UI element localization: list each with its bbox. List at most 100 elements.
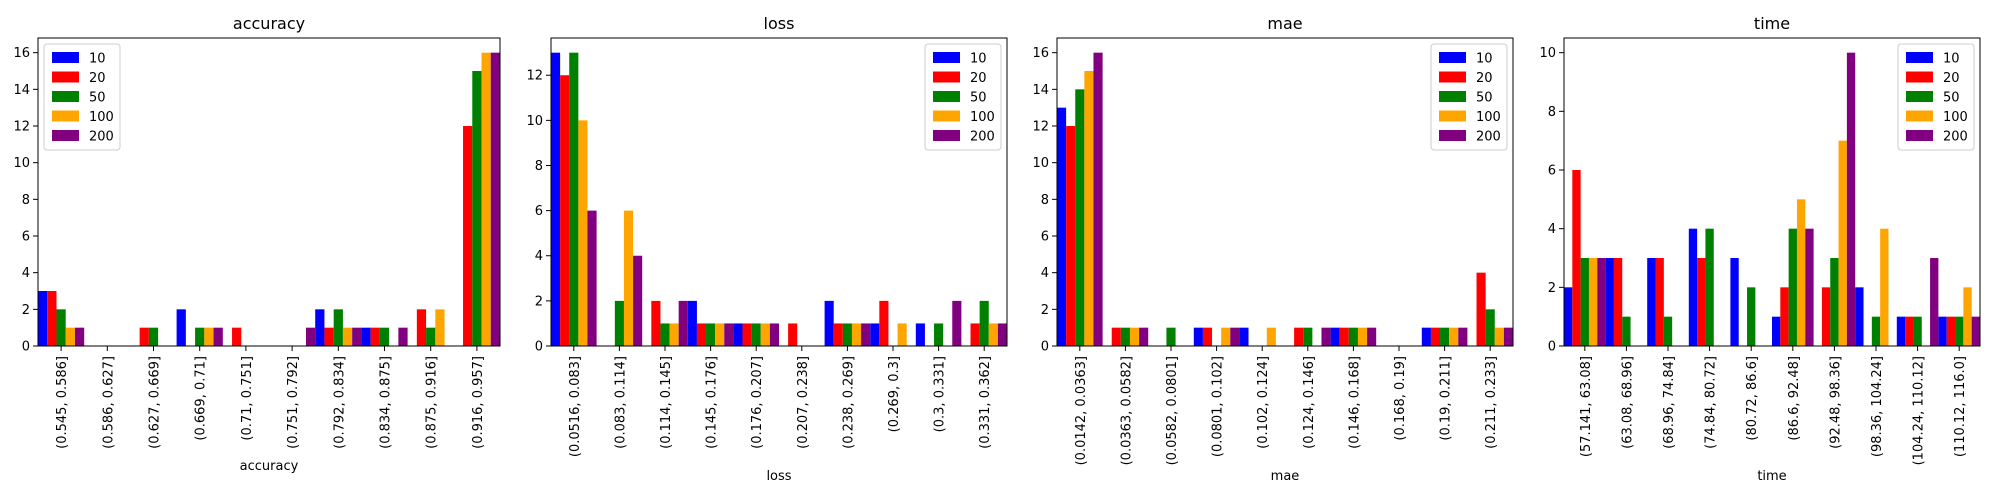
bar-50-7 — [1871, 316, 1881, 346]
x-tick-label: (0.751, 0.792] — [286, 356, 301, 449]
bars — [551, 52, 1007, 347]
legend-swatch-200 — [1439, 130, 1466, 141]
chart-title: mae — [1267, 14, 1302, 33]
bar-10-1 — [1605, 258, 1614, 346]
bar-200-5 — [1805, 228, 1814, 346]
bar-50-4 — [1747, 287, 1756, 346]
legend-swatch-50 — [933, 91, 960, 102]
legend-label-50: 50 — [970, 91, 987, 106]
bar-50-7 — [379, 327, 390, 346]
bar-20-0 — [1572, 170, 1581, 346]
y-tick-label: 2 — [1041, 303, 1049, 318]
y-tick-label: 16 — [13, 46, 30, 61]
bar-20-6 — [1339, 327, 1349, 346]
bar-50-9 — [472, 71, 482, 346]
bar-50-0 — [56, 309, 66, 346]
legend-label-200: 200 — [89, 130, 114, 145]
legend-label-20: 20 — [1943, 71, 1960, 86]
bar-20-4 — [232, 327, 242, 346]
bar-10-6 — [1330, 327, 1340, 346]
bar-50-0 — [569, 52, 579, 347]
bar-100-1 — [623, 210, 634, 346]
x-tick-label: (0.586, 0.627] — [101, 356, 116, 449]
x-tick-label: (0.176, 0.207] — [750, 356, 765, 449]
y-tick-label: 4 — [1041, 266, 1049, 281]
bar-100-9 — [481, 52, 491, 347]
bar-20-6 — [324, 327, 334, 346]
legend-label-200: 200 — [970, 130, 995, 145]
bar-100-3 — [204, 327, 214, 346]
legend-box — [43, 43, 121, 151]
y-tick-label: 16 — [1032, 46, 1049, 61]
legend-label-100: 100 — [89, 110, 114, 125]
legend-label-10: 10 — [1476, 52, 1493, 67]
bar-100-8 — [1449, 327, 1459, 346]
bar-50-8 — [1440, 327, 1450, 346]
bar-10-3 — [1688, 228, 1698, 346]
legend-label-20: 20 — [89, 71, 106, 86]
bar-20-5 — [1780, 287, 1789, 346]
legend: 10 20 50 100 200 — [1897, 43, 1975, 151]
bars — [1057, 52, 1513, 347]
bar-20-1 — [1111, 327, 1121, 346]
bar-100-6 — [851, 323, 862, 346]
bar-200-9 — [1503, 327, 1513, 346]
bar-200-0 — [1093, 52, 1103, 347]
x-axis: (0.545, 0.586] (0.586, 0.627] (0.627, 0.66… — [55, 346, 486, 449]
y-tick-label: 0 — [1041, 340, 1049, 355]
bar-20-6 — [1821, 287, 1831, 346]
bar-20-0 — [560, 75, 570, 346]
bar-50-1 — [614, 300, 624, 346]
x-tick-label: (110.12, 116.0] — [1953, 356, 1968, 457]
bar-20-3 — [696, 323, 707, 346]
bar-50-3 — [1705, 228, 1714, 346]
bar-10-8 — [915, 323, 925, 346]
x-tick-label: (86.6, 92.48] — [1787, 356, 1802, 441]
bar-10-3 — [176, 309, 186, 346]
bar-10-3 — [687, 300, 697, 346]
legend-swatch-50 — [1439, 91, 1466, 102]
x-tick-label: (0.0582, 0.0801] — [1165, 356, 1180, 465]
bar-200-0 — [1597, 258, 1606, 346]
bar-100-6 — [1357, 327, 1368, 346]
legend-label-10: 10 — [89, 52, 106, 67]
y-tick-label: 10 — [13, 156, 30, 171]
bar-100-6 — [342, 327, 353, 346]
bar-100-4 — [1266, 327, 1276, 346]
bar-20-2 — [1655, 258, 1664, 346]
x-tick-label: (0.3, 0.331] — [933, 356, 948, 432]
legend-swatch-20 — [52, 71, 79, 83]
legend-label-50: 50 — [89, 91, 106, 106]
y-axis: 0 2 4 6 8 10 12 — [526, 69, 551, 355]
x-axis-label: loss — [766, 469, 791, 484]
bar-20-8 — [1430, 327, 1441, 346]
bar-50-9 — [1485, 309, 1495, 346]
bar-20-8 — [416, 309, 427, 346]
x-tick-label: (0.545, 0.586] — [55, 356, 70, 449]
legend-label-100: 100 — [1943, 110, 1968, 125]
bar-100-9 — [1963, 287, 1972, 346]
legend-label-50: 50 — [1943, 91, 1960, 106]
bar-10-2 — [1647, 258, 1656, 346]
legend-label-100: 100 — [970, 110, 995, 125]
y-tick-label: 4 — [22, 266, 30, 281]
legend-swatch-10 — [933, 52, 960, 63]
y-tick-label: 10 — [526, 114, 543, 129]
bar-200-3 — [1230, 327, 1240, 346]
bar-10-3 — [1193, 327, 1203, 346]
legend-swatch-10 — [1439, 52, 1466, 63]
legend-label-50: 50 — [1476, 91, 1493, 106]
bar-20-8 — [1905, 316, 1914, 346]
legend-swatch-20 — [1906, 71, 1933, 83]
chart-title: loss — [764, 14, 795, 33]
bar-20-0 — [1066, 126, 1076, 346]
bar-10-0 — [551, 52, 561, 347]
bar-10-8 — [1896, 316, 1906, 346]
bar-50-2 — [1166, 327, 1176, 346]
bar-20-6 — [833, 323, 843, 346]
x-tick-label: (0.168, 0.19] — [1393, 356, 1408, 441]
bar-20-3 — [1202, 327, 1213, 346]
x-tick-label: (68.96, 74.84] — [1662, 356, 1677, 449]
x-tick-label: (0.669, 0.71] — [194, 356, 209, 441]
bar-10-7 — [1855, 287, 1864, 346]
